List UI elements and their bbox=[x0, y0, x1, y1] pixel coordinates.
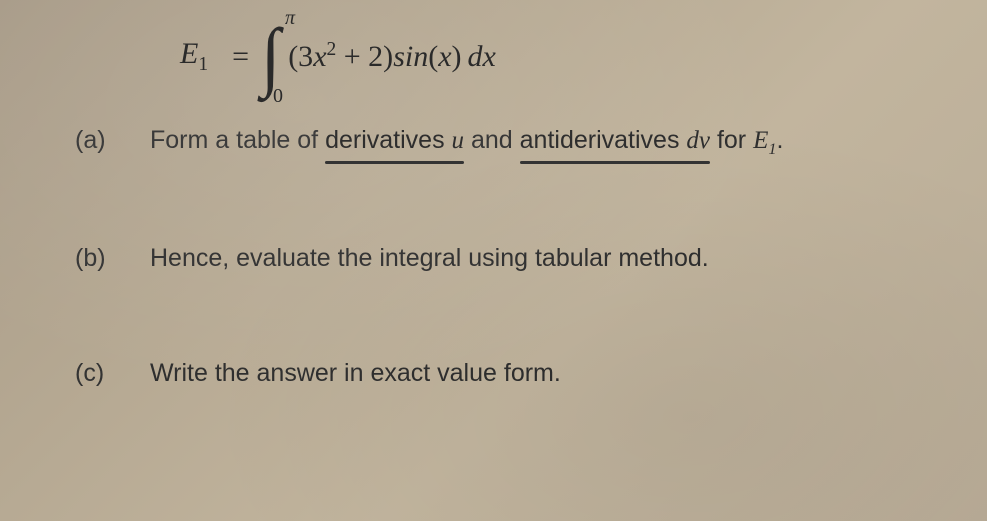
part-b-row: (b) Hence, evaluate the integral using t… bbox=[40, 241, 947, 276]
part-a-row: (a) Form a table of derivatives u and an… bbox=[40, 123, 947, 161]
u1-var: u bbox=[452, 127, 465, 154]
lhs-variable: E bbox=[180, 37, 198, 70]
equation-lhs: E1 bbox=[180, 37, 208, 76]
integrand-plus: + 2) bbox=[336, 40, 393, 73]
lower-limit: 0 bbox=[273, 85, 283, 108]
equals-sign: = bbox=[232, 40, 249, 74]
equation-block: E1 = π ∫ 0 (3x2 + 2)sin(x) dx bbox=[180, 25, 947, 88]
integrand-paren-open: ( bbox=[428, 40, 438, 73]
integrand-exponent: 2 bbox=[327, 39, 337, 60]
integrand: (3x2 + 2)sin(x) bbox=[288, 39, 461, 74]
integral-wrapper: π ∫ 0 bbox=[261, 25, 280, 88]
integrand-func: sin bbox=[393, 40, 428, 73]
integrand-func-var: x bbox=[438, 40, 451, 73]
part-a-post: for bbox=[710, 126, 753, 154]
differential-d: d bbox=[468, 40, 483, 73]
lhs-subscript: 1 bbox=[198, 54, 208, 75]
integrand-open: (3 bbox=[288, 40, 313, 73]
tail-dot: . bbox=[776, 126, 783, 154]
tail-var: E bbox=[753, 127, 768, 154]
part-c-row: (c) Write the answer in exact value form… bbox=[40, 356, 947, 391]
part-a-mid: and bbox=[464, 126, 520, 154]
integrand-x1: x bbox=[313, 40, 326, 73]
differential: dx bbox=[468, 40, 496, 74]
integral-symbol: ∫ bbox=[261, 22, 280, 91]
part-c-text: Write the answer in exact value form. bbox=[150, 356, 561, 391]
part-a-text: Form a table of derivatives u and antide… bbox=[150, 123, 783, 161]
differential-var: x bbox=[483, 40, 496, 73]
part-a-pre: Form a table of bbox=[150, 126, 325, 154]
part-b-label: (b) bbox=[40, 244, 150, 273]
part-c-label: (c) bbox=[40, 359, 150, 388]
u2-var: dv bbox=[686, 127, 710, 154]
part-a-label: (a) bbox=[40, 126, 150, 155]
part-b-text: Hence, evaluate the integral using tabul… bbox=[150, 241, 709, 276]
upper-limit: π bbox=[285, 7, 295, 30]
integrand-paren-close: ) bbox=[452, 40, 462, 73]
underline-antiderivatives: antiderivatives dv bbox=[520, 123, 710, 158]
u2-word: antiderivatives bbox=[520, 126, 687, 154]
u1-word: derivatives bbox=[325, 126, 451, 154]
underline-derivatives: derivatives u bbox=[325, 123, 464, 158]
